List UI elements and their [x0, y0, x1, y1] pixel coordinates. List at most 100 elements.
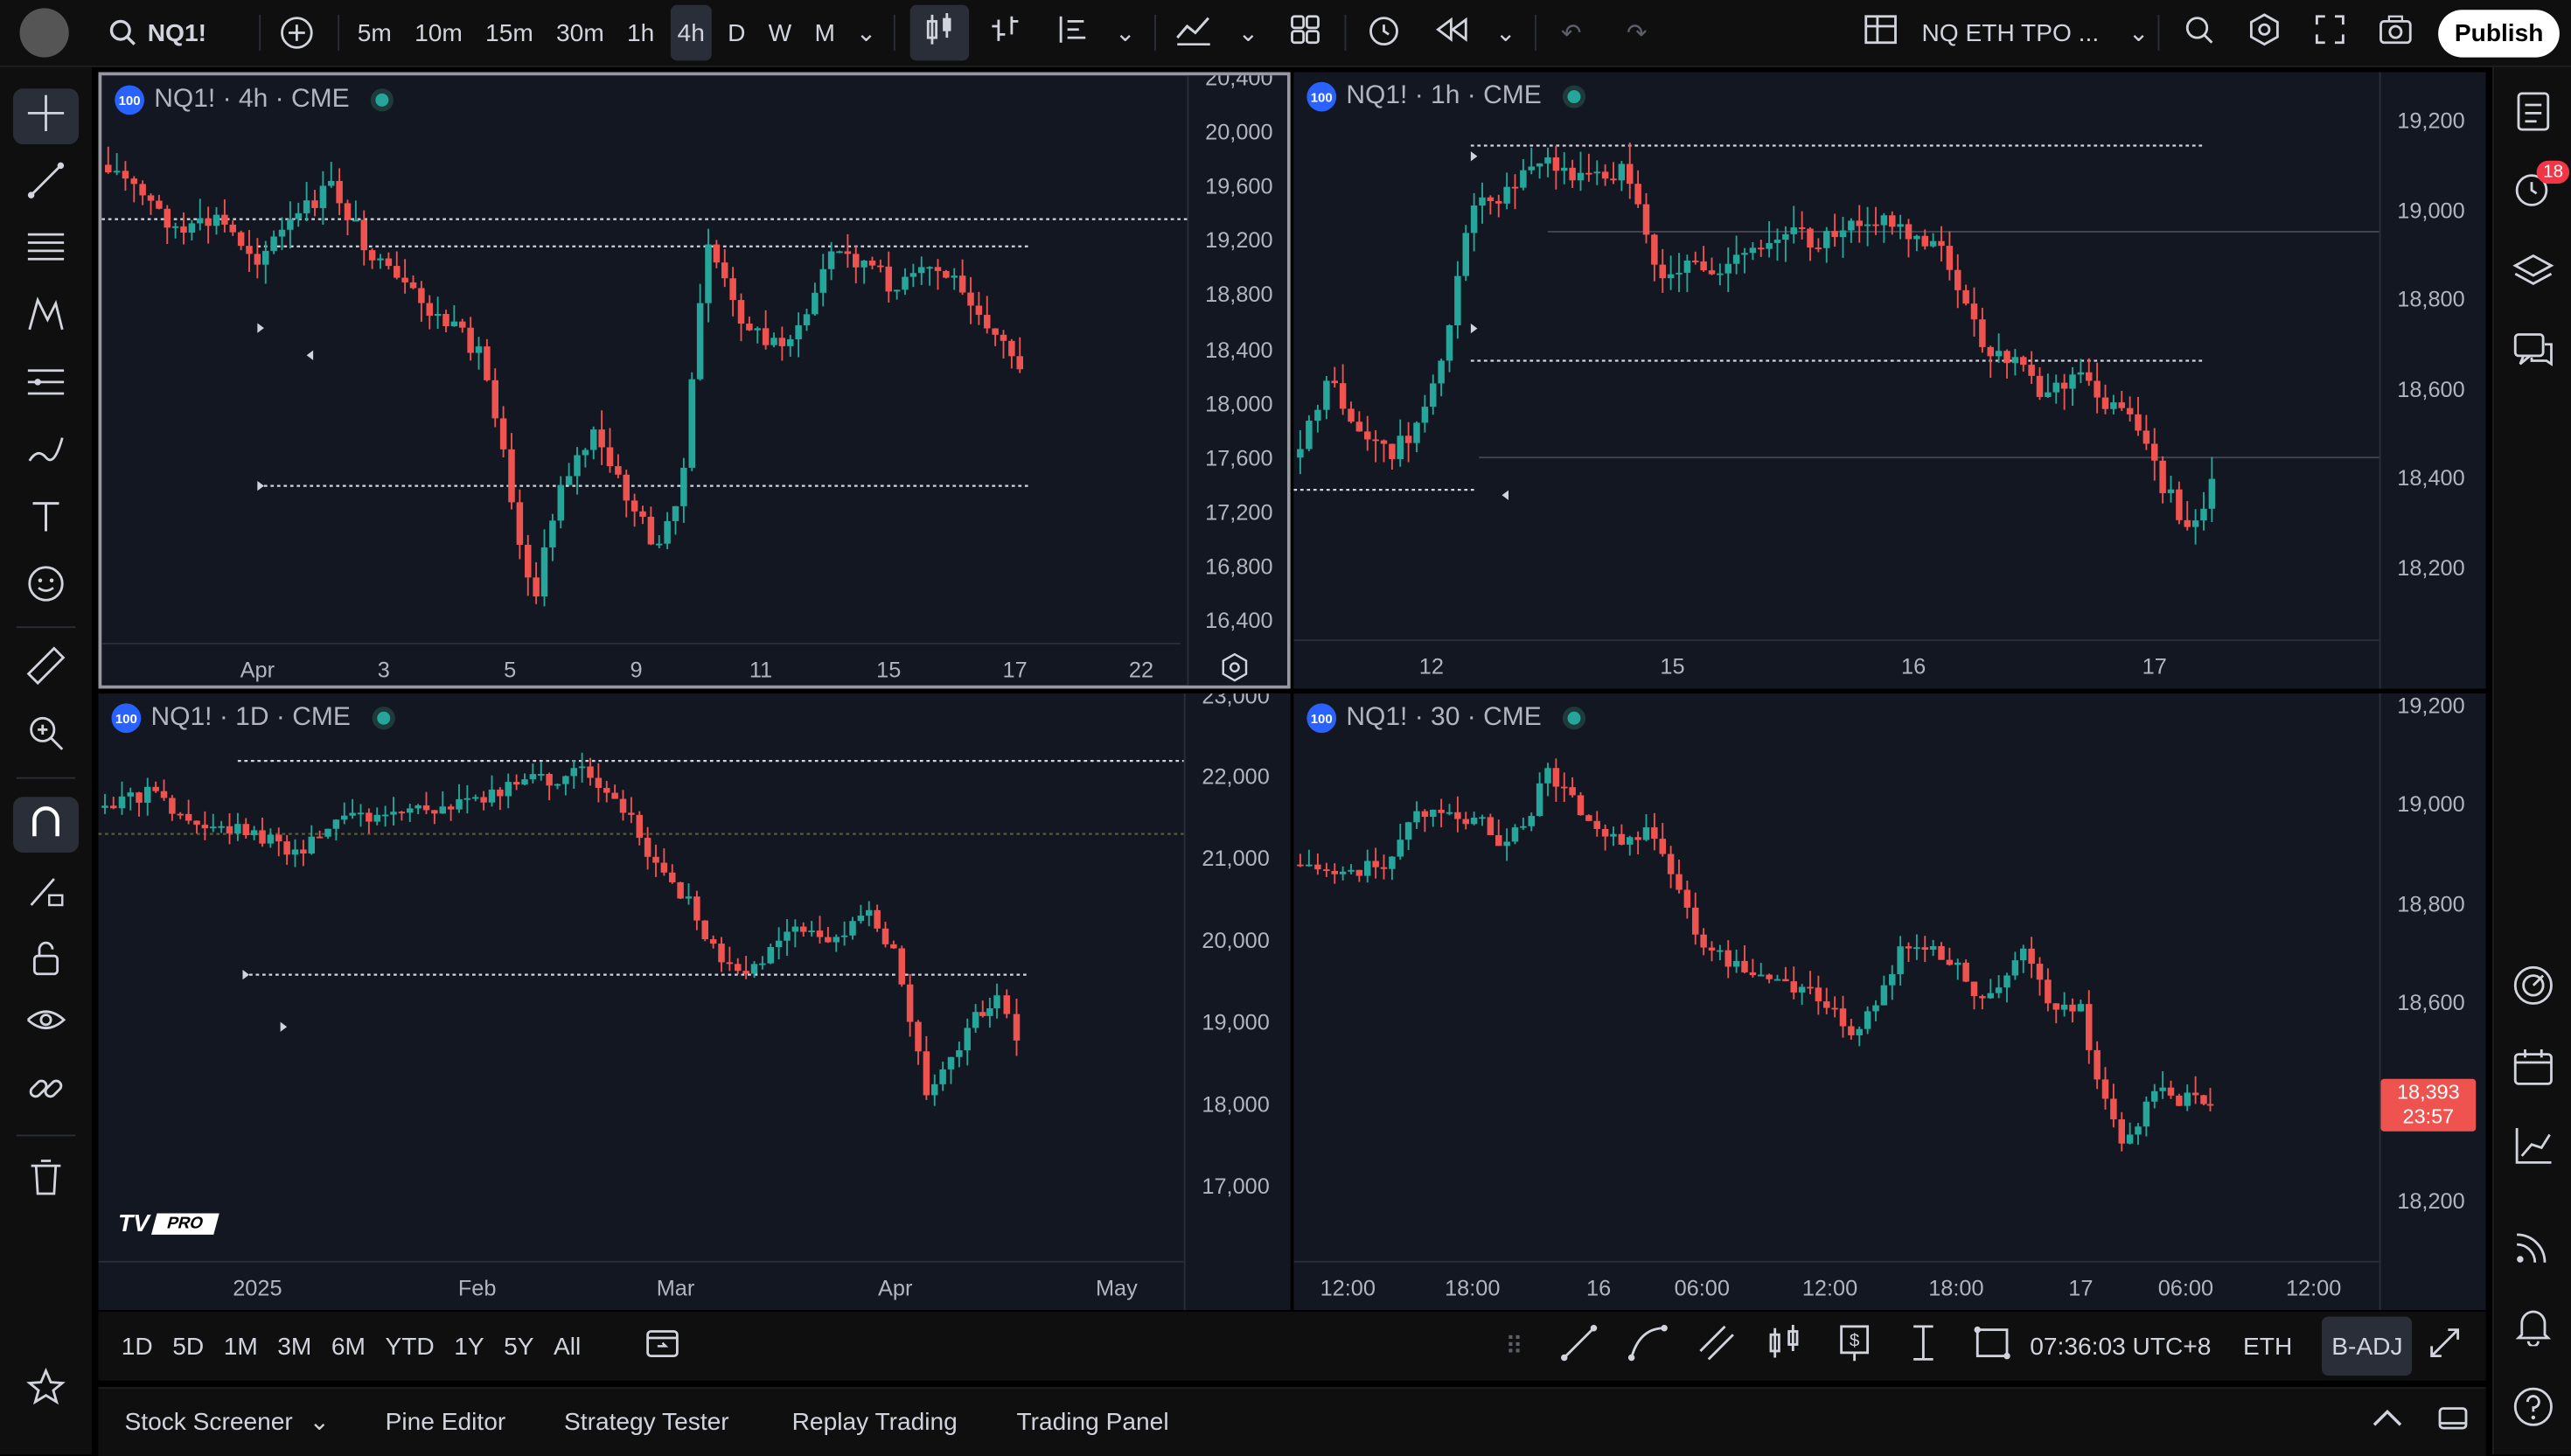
trend-line-icon[interactable]	[1557, 1321, 1600, 1370]
indicators-button[interactable]	[1174, 0, 1214, 66]
interval-dropdown[interactable]: ⌄	[856, 0, 877, 66]
curve-icon[interactable]	[1627, 1321, 1669, 1370]
favorites-button[interactable]	[13, 1362, 79, 1418]
goto-date-button[interactable]	[644, 1312, 680, 1381]
replay-button[interactable]	[1433, 0, 1473, 66]
tab-strategy-tester[interactable]: Strategy Tester	[564, 1407, 729, 1436]
layout-button[interactable]	[1287, 0, 1323, 66]
magnet-tool[interactable]	[13, 797, 79, 853]
text-tool[interactable]	[13, 492, 79, 548]
candle-tool-icon[interactable]	[1765, 1321, 1808, 1370]
time-axis[interactable]: 12:00 18:00 16 06:00 12:00 18:00 17 06:00 12:00	[1293, 1260, 2379, 1310]
brush-tool[interactable]	[13, 425, 79, 481]
tab-stock-screener[interactable]: Stock Screener ⌄	[125, 1389, 331, 1454]
chart-pane-30m[interactable]: 19,200 19,000 18,800 18,600 18,200 12:00 18:00…	[1293, 693, 2486, 1311]
footprint-button[interactable]	[1055, 0, 1090, 66]
publish-button[interactable]: Publish	[2438, 9, 2561, 57]
remove-drawings-button[interactable]	[13, 1153, 79, 1209]
interval-w[interactable]: W	[768, 18, 792, 47]
candles-type-button[interactable]	[909, 4, 970, 61]
interval-15m[interactable]: 15m	[485, 18, 533, 47]
range-1y[interactable]: 1Y	[454, 1332, 484, 1361]
interval-30m[interactable]: 30m	[556, 18, 604, 47]
collapse-panel-button[interactable]	[2371, 1389, 2404, 1454]
quick-search-button[interactable]	[2181, 0, 2217, 66]
snapshot-button[interactable]	[2378, 0, 2414, 66]
price-axis[interactable]: 19,200 19,000 18,800 18,600 18,400 18,200	[2379, 72, 2486, 689]
redo-button[interactable]: ↷	[1627, 0, 1648, 66]
chart-pane-1d[interactable]: 23,000 22,000 21,000 20,000 19,000 18,000 17,0…	[98, 693, 1291, 1311]
interval-4h[interactable]: 4h	[671, 4, 712, 61]
fullscreen-button[interactable]	[2314, 0, 2347, 66]
undo-button[interactable]: ↶	[1561, 0, 1582, 66]
range-ytd[interactable]: YTD	[385, 1332, 435, 1361]
series-legend[interactable]: 100 NQ1! · 1h · CME	[1306, 81, 1581, 112]
series-legend[interactable]: 100 NQ1! · 4h · CME	[115, 85, 389, 115]
clock[interactable]: 07:36:03 UTC+8	[2030, 1332, 2212, 1361]
calendar-button[interactable]	[2504, 1043, 2563, 1099]
range-all[interactable]: All	[554, 1332, 582, 1361]
object-tree-button[interactable]	[2504, 246, 2563, 302]
back-adjust-toggle[interactable]: B-ADJ	[2322, 1316, 2413, 1376]
interval-m[interactable]: M	[814, 18, 835, 47]
zoom-tool[interactable]	[13, 708, 79, 764]
trendline-tool[interactable]	[13, 156, 79, 212]
time-axis[interactable]: Apr 3 5 9 11 15 17 22	[101, 643, 1181, 686]
strategy-button[interactable]	[2504, 1122, 2563, 1178]
price-axis[interactable]: 23,000 22,000 21,000 20,000 19,000 18,000 17,0…	[1183, 693, 1291, 1311]
session-toggle[interactable]: ETH	[2243, 1332, 2293, 1361]
tab-replay-trading[interactable]: Replay Trading	[791, 1407, 958, 1436]
watchlist-button[interactable]	[2504, 87, 2563, 143]
alert-button[interactable]	[1364, 0, 1404, 66]
drawing-mode-tool[interactable]	[13, 866, 79, 922]
symbol-search[interactable]: NQ1!	[108, 0, 206, 66]
maximize-button[interactable]	[2427, 1312, 2463, 1381]
range-6m[interactable]: 6M	[331, 1332, 366, 1361]
measure-range-icon[interactable]	[1902, 1321, 1945, 1370]
alerts-button[interactable]: 18	[2504, 160, 2570, 220]
crosshair-tool[interactable]	[13, 88, 79, 144]
measure-tool[interactable]	[13, 641, 79, 697]
interval-5m[interactable]: 5m	[357, 18, 392, 47]
user-avatar[interactable]	[19, 0, 69, 66]
replay-dropdown[interactable]: ⌄	[1495, 0, 1516, 66]
tab-pine-editor[interactable]: Pine Editor	[385, 1407, 506, 1436]
price-chart[interactable]	[1293, 693, 2485, 1310]
price-axis[interactable]: 19,200 19,000 18,800 18,600 18,200	[2379, 693, 2486, 1311]
chart-pane-1h[interactable]: 19,200 19,000 18,800 18,600 18,400 18,200 12 15…	[1293, 72, 2486, 689]
forecast-tool[interactable]	[13, 358, 79, 414]
visibility-tool[interactable]	[13, 995, 79, 1051]
emoji-tool[interactable]	[13, 559, 79, 615]
fib-tool[interactable]	[13, 223, 79, 279]
ideas-button[interactable]	[2504, 961, 2563, 1017]
interval-1h[interactable]: 1h	[627, 18, 655, 47]
price-chart[interactable]	[101, 75, 1290, 688]
lock-tool[interactable]	[13, 933, 79, 989]
price-axis[interactable]: 20,400 20,000 19,600 19,200 18,800 18,400 18,0…	[1187, 75, 1287, 686]
range-5d[interactable]: 5D	[172, 1332, 205, 1361]
chart-type-dropdown[interactable]: ⌄	[1115, 0, 1136, 66]
series-legend[interactable]: 100 NQ1! · 1D · CME	[111, 703, 390, 734]
chats-button[interactable]	[2504, 326, 2563, 382]
range-5y[interactable]: 5Y	[504, 1332, 534, 1361]
interval-10m[interactable]: 10m	[415, 18, 463, 47]
axis-settings-button[interactable]	[1220, 652, 1253, 686]
chart-pane-4h[interactable]: 20,400 20,000 19,600 19,200 18,800 18,400 18,0…	[98, 72, 1291, 689]
drag-handle[interactable]: ⠿	[1505, 1312, 1523, 1381]
notifications-button[interactable]	[2504, 1300, 2563, 1356]
price-chart[interactable]	[98, 693, 1291, 1310]
link-tool[interactable]	[13, 1064, 79, 1120]
tab-trading-panel[interactable]: Trading Panel	[1016, 1407, 1169, 1436]
add-compare-button[interactable]	[279, 0, 315, 66]
range-3m[interactable]: 3M	[277, 1332, 312, 1361]
layout-selector[interactable]: NQ ETH TPO ... ⌄	[1863, 0, 2149, 66]
maximize-panel-button[interactable]	[2436, 1389, 2470, 1454]
time-axis[interactable]: 12 15 16 17	[1293, 639, 2379, 688]
time-axis[interactable]: 2025 Feb Mar Apr May	[98, 1260, 1184, 1310]
help-button[interactable]	[2504, 1383, 2563, 1439]
range-1d[interactable]: 1D	[121, 1332, 153, 1361]
series-legend[interactable]: 100 NQ1! · 30 · CME	[1306, 703, 1581, 734]
rectangle-icon[interactable]	[1971, 1321, 2014, 1370]
price-chart[interactable]	[1293, 73, 2485, 689]
patterns-tool[interactable]	[13, 290, 79, 346]
